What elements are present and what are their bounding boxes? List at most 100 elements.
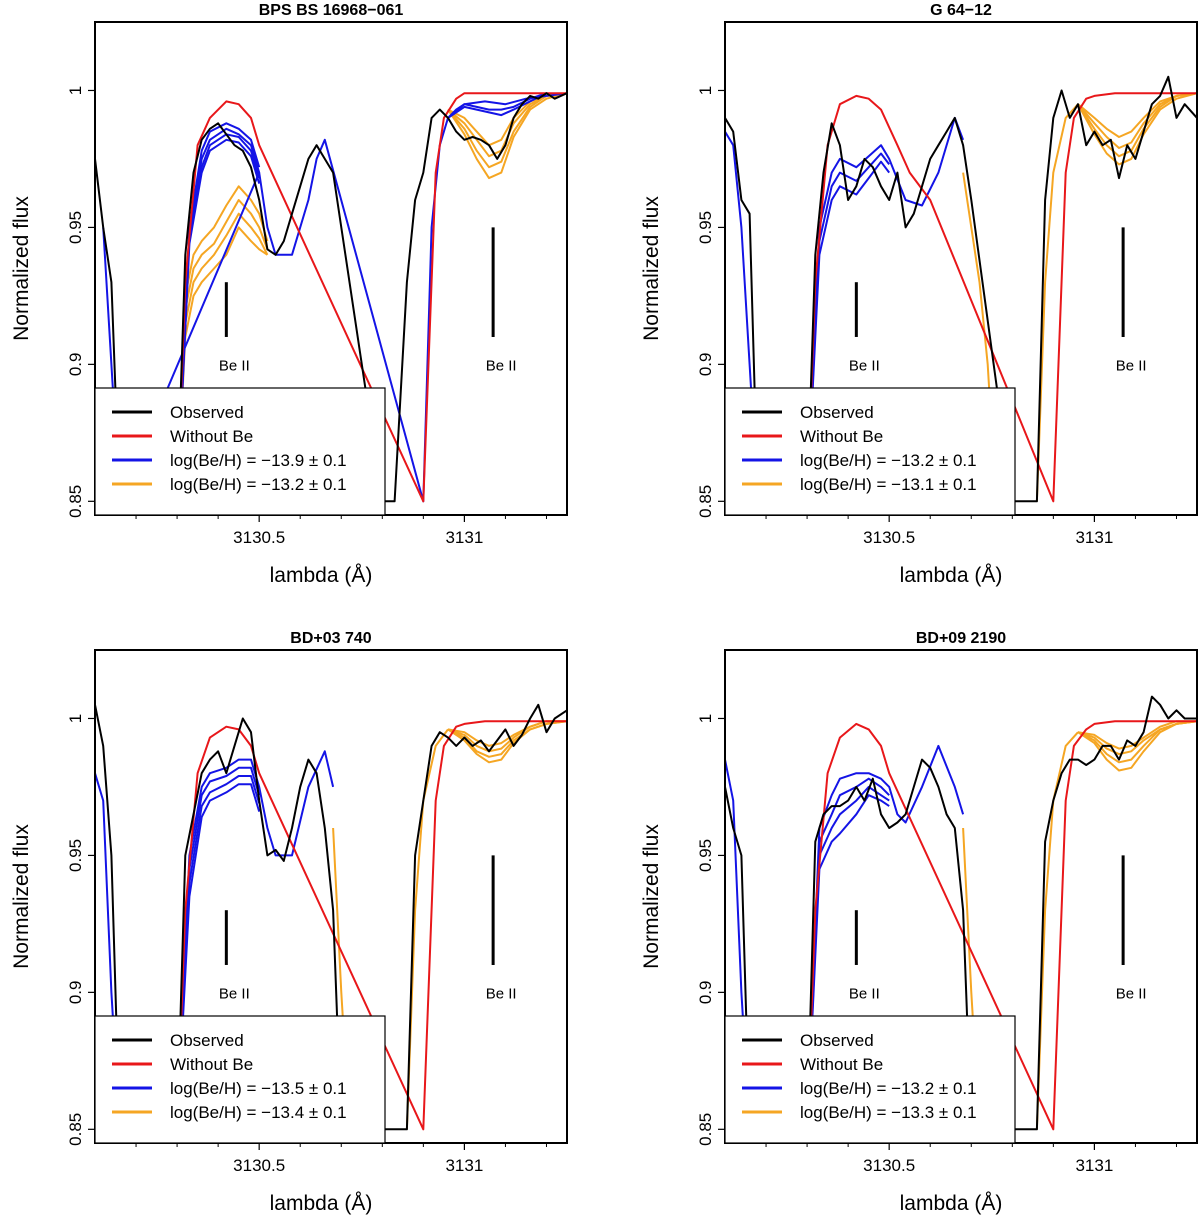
- blue-models-line: [176, 766, 261, 1130]
- blue-models-line: [806, 744, 965, 1130]
- y-axis-label: Normalized flux: [640, 196, 663, 341]
- y-tick-label: 0.85: [66, 485, 85, 518]
- orange-models-line: [1077, 92, 1197, 166]
- orange-models-line: [1077, 720, 1197, 750]
- be-ii-label: Be II: [1116, 985, 1147, 1002]
- orange-models-line: [447, 720, 567, 753]
- chart-panel-4: BD+09 2190 0.85 0.9 0.95 1 3130.5 3131 Normaliz…: [640, 630, 1198, 1215]
- chart-title: BD+09 2190: [916, 630, 1006, 647]
- blue-models-line: [447, 92, 547, 119]
- legend-label: log(Be/H) = −13.5 ± 0.1: [170, 1079, 347, 1098]
- blue-models-line: [176, 783, 261, 1130]
- x-axis-label: lambda (Å): [270, 1192, 373, 1215]
- legend-label: Without Be: [170, 427, 253, 446]
- blue-models-line: [176, 138, 261, 502]
- legend-label: log(Be/H) = −13.9 ± 0.1: [170, 451, 347, 470]
- legend: Observed Without Be log(Be/H) = −13.2 ± 0.…: [724, 387, 1016, 516]
- legend-label: Without Be: [800, 1055, 883, 1074]
- without-be-line: [176, 92, 567, 503]
- x-tick-label: 3131: [445, 528, 483, 547]
- x-axis-label: lambda (Å): [900, 1192, 1003, 1215]
- y-tick-label: 0.9: [696, 353, 715, 377]
- be-ii-label: Be II: [219, 357, 250, 374]
- chart-panel-2: G 64−12 0.85 0.9 0.95 1 3130.5 3131 Normalized …: [640, 2, 1198, 587]
- legend-box: [724, 1015, 1016, 1144]
- x-tick-label: 3131: [1075, 528, 1113, 547]
- blue-models-line: [806, 152, 890, 502]
- observed-line: [725, 75, 1197, 503]
- x-axis-label: lambda (Å): [900, 564, 1003, 587]
- observed-line: [725, 695, 1197, 1131]
- be-ii-label: Be II: [486, 985, 517, 1002]
- y-tick-label: 1: [66, 86, 85, 95]
- legend-label: Observed: [800, 1031, 874, 1050]
- x-tick-label: 3130.5: [863, 1156, 915, 1175]
- blue-models-line: [806, 160, 890, 502]
- x-axis-label: lambda (Å): [270, 564, 373, 587]
- legend-label: log(Be/H) = −13.2 ± 0.1: [800, 451, 977, 470]
- legend-box: [94, 1015, 386, 1144]
- legend-label: log(Be/H) = −13.3 ± 0.1: [800, 1103, 977, 1122]
- legend-label: log(Be/H) = −13.2 ± 0.1: [170, 475, 347, 494]
- chart-title: BPS BS 16968−061: [259, 2, 404, 19]
- blue-models-line: [806, 794, 890, 1130]
- x-tick-label: 3130.5: [233, 1156, 285, 1175]
- without-be-line: [806, 720, 1197, 1131]
- y-tick-label: 1: [696, 714, 715, 723]
- y-axis-label: Normalized flux: [640, 824, 663, 969]
- y-tick-label: 0.85: [66, 1113, 85, 1146]
- y-tick-label: 0.95: [696, 211, 715, 244]
- y-tick-label: 0.85: [696, 485, 715, 518]
- legend-label: Without Be: [800, 427, 883, 446]
- x-tick-label: 3131: [1075, 1156, 1113, 1175]
- legend-label: log(Be/H) = −13.1 ± 0.1: [800, 475, 977, 494]
- legend-box: [94, 387, 386, 516]
- orange-models-line: [176, 226, 268, 502]
- x-tick-label: 3130.5: [233, 528, 285, 547]
- legend-label: Observed: [800, 403, 874, 422]
- y-tick-label: 0.9: [66, 353, 85, 377]
- y-tick-label: 0.95: [66, 839, 85, 872]
- y-tick-label: 1: [66, 714, 85, 723]
- be-ii-label: Be II: [849, 357, 880, 374]
- orange-models-line: [176, 185, 269, 502]
- legend-label: Observed: [170, 403, 244, 422]
- x-tick-label: 3130.5: [863, 528, 915, 547]
- legend-label: log(Be/H) = −13.2 ± 0.1: [800, 1079, 977, 1098]
- legend-label: Without Be: [170, 1055, 253, 1074]
- without-be-line: [176, 720, 567, 1131]
- blue-models-line: [176, 775, 261, 1130]
- y-tick-label: 0.9: [696, 981, 715, 1005]
- y-tick-label: 0.85: [696, 1113, 715, 1146]
- observed-line: [95, 703, 567, 1131]
- observed-line: [95, 92, 567, 503]
- plot-area: [95, 92, 567, 503]
- orange-models-line: [447, 92, 567, 169]
- y-tick-label: 0.9: [66, 981, 85, 1005]
- be-ii-label: Be II: [219, 985, 250, 1002]
- legend: Observed Without Be log(Be/H) = −13.2 ± 0.…: [724, 1015, 1016, 1144]
- orange-models-line: [1077, 720, 1197, 756]
- y-tick-label: 0.95: [66, 211, 85, 244]
- y-axis-label: Normalized flux: [10, 196, 33, 341]
- be-ii-label: Be II: [849, 985, 880, 1002]
- chart-panel-1: BPS BS 16968−061 0.85 0.9 0.95 1 3130.5 3131 No…: [10, 2, 568, 587]
- orange-models-line: [1077, 720, 1197, 772]
- orange-models-line: [447, 92, 567, 180]
- legend: Observed Without Be log(Be/H) = −13.9 ± 0.…: [94, 387, 386, 516]
- legend-label: log(Be/H) = −13.4 ± 0.1: [170, 1103, 347, 1122]
- orange-models-line: [176, 199, 269, 502]
- y-tick-label: 1: [696, 86, 715, 95]
- chart-title: BD+03 740: [290, 630, 371, 647]
- blue-models-line: [806, 116, 965, 502]
- orange-models-line: [447, 720, 567, 764]
- legend: Observed Without Be log(Be/H) = −13.5 ± 0.…: [94, 1015, 386, 1144]
- chart-title: G 64−12: [930, 2, 992, 19]
- chart-panel-3: BD+03 740 0.85 0.9 0.95 1 3130.5 3131 Normalize…: [10, 630, 568, 1215]
- legend-box: [724, 387, 1016, 516]
- y-axis-label: Normalized flux: [10, 824, 33, 969]
- legend-label: Observed: [170, 1031, 244, 1050]
- orange-models-line: [1035, 103, 1079, 502]
- y-tick-label: 0.95: [696, 839, 715, 872]
